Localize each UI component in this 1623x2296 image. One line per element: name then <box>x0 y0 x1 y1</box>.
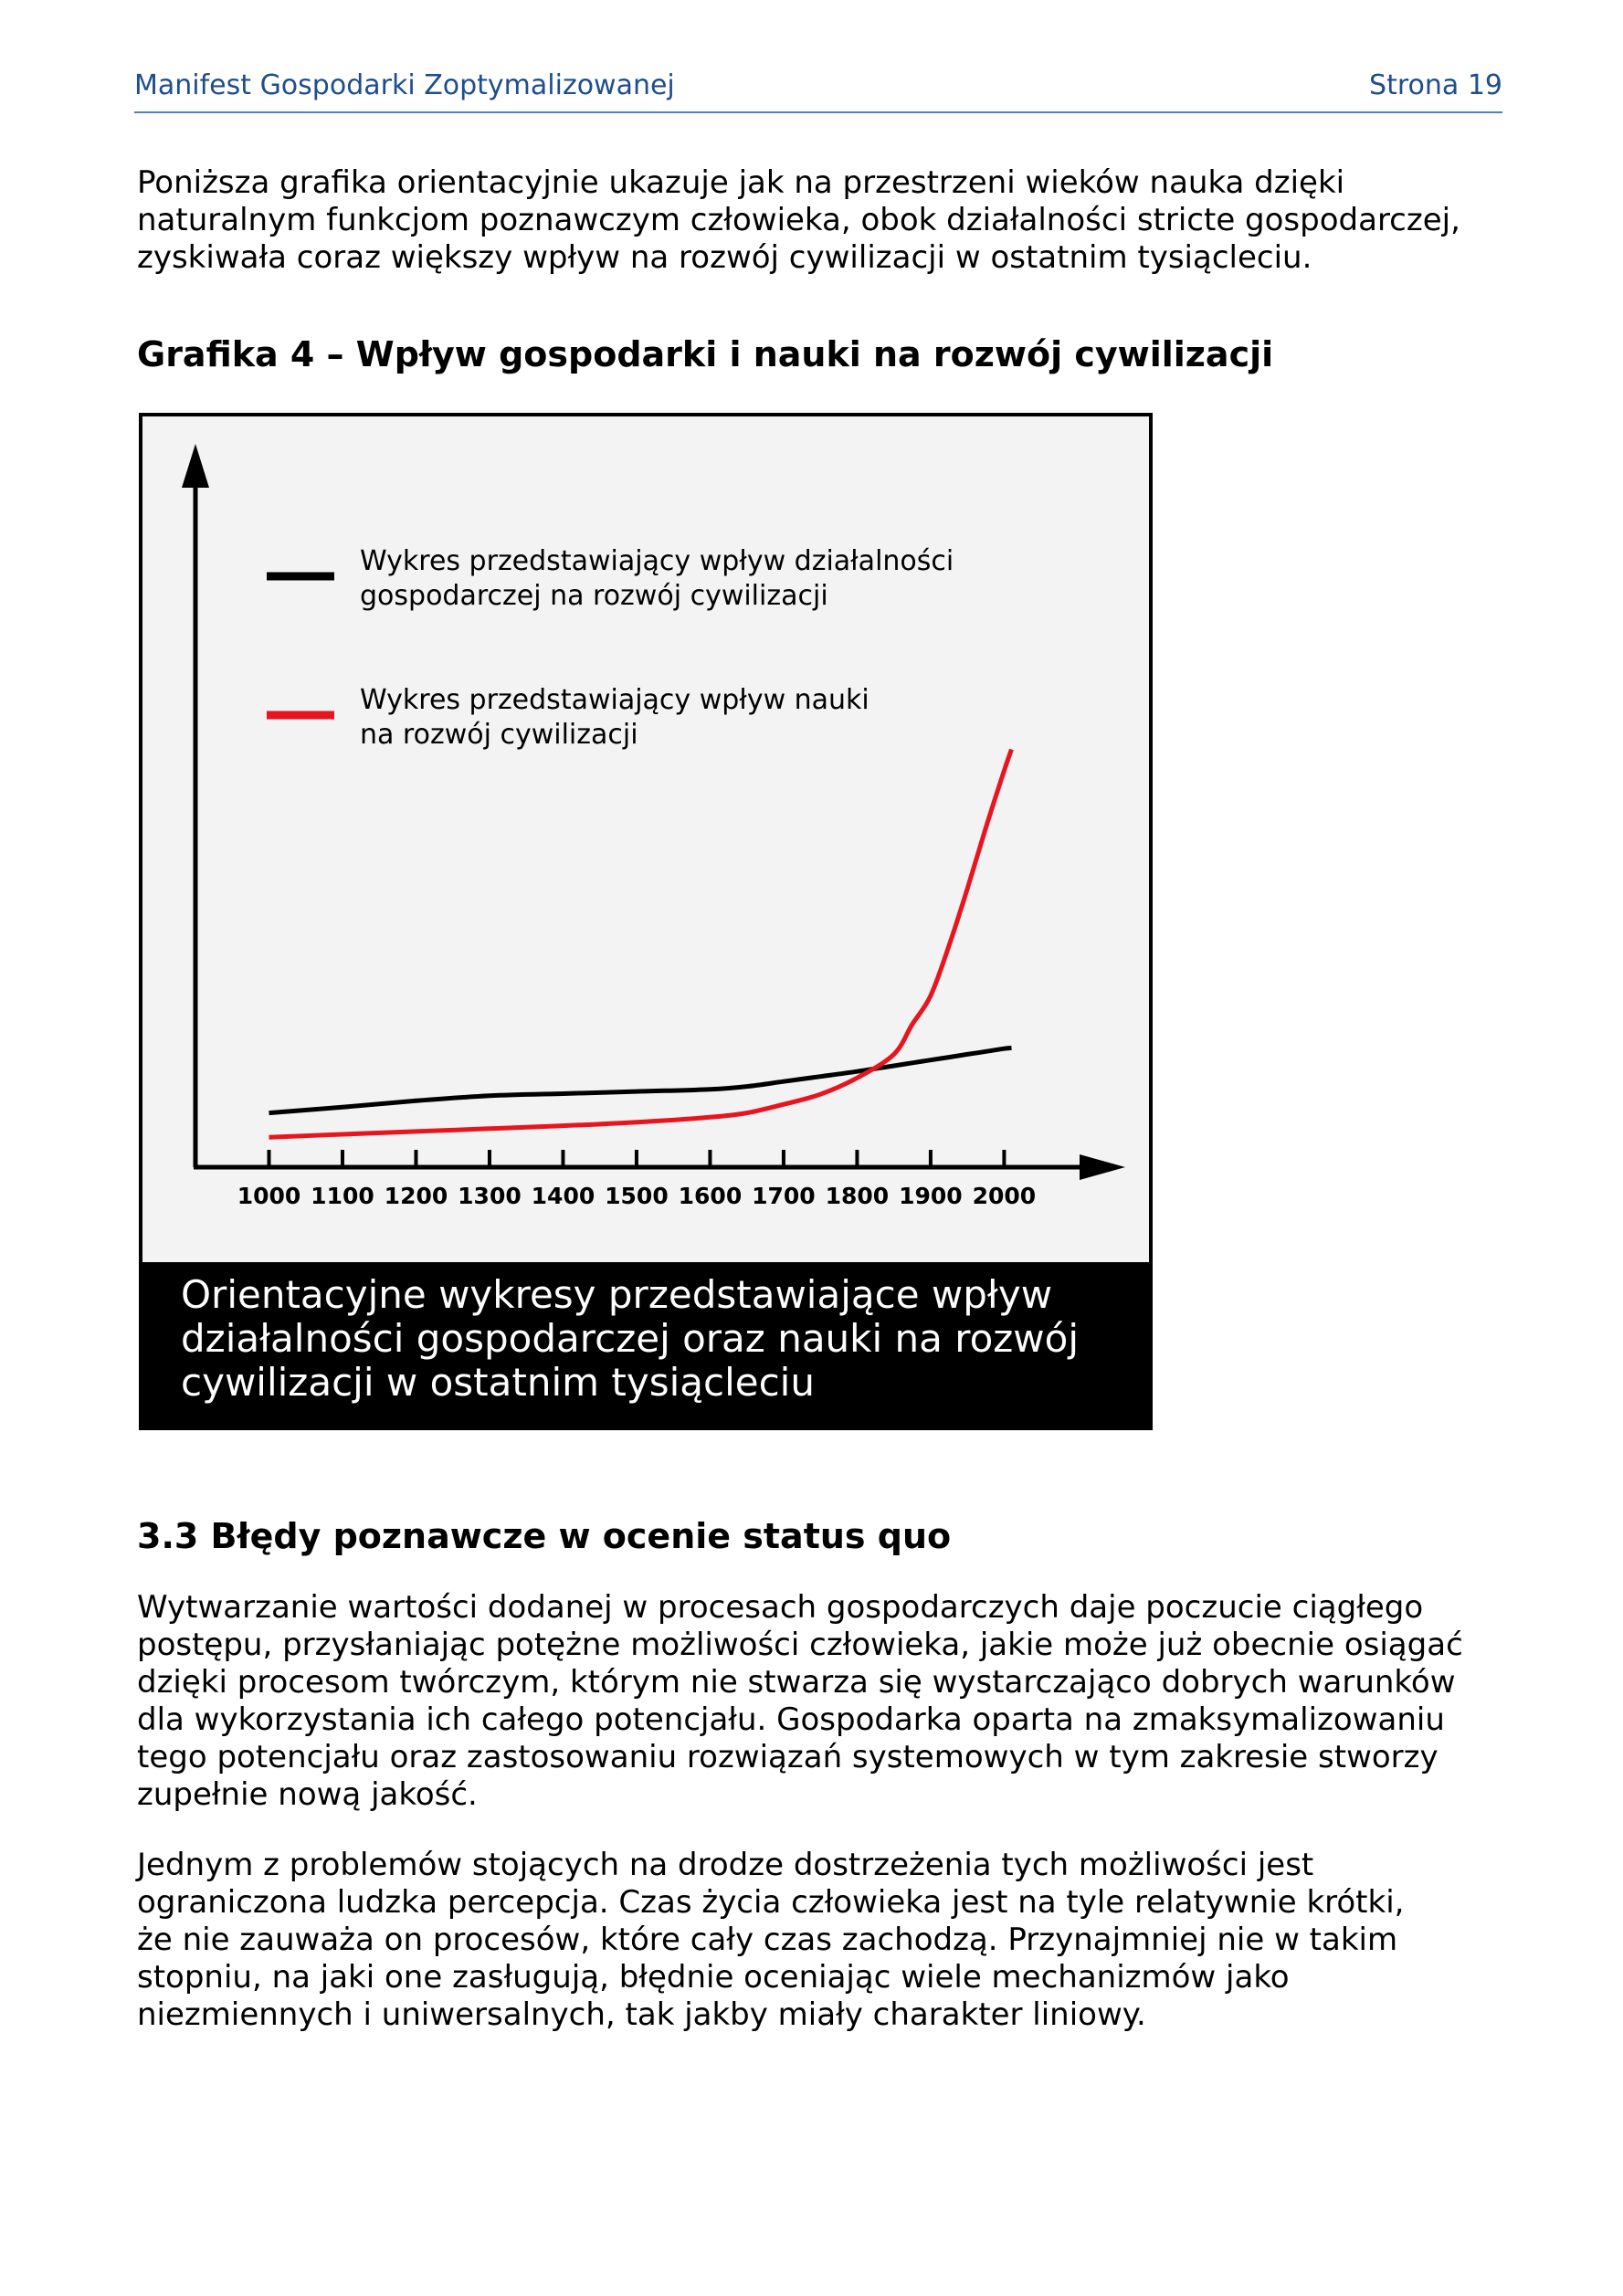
page-number: Strona 19 <box>1369 69 1502 101</box>
document-title: Manifest Gospodarki Zoptymalizowanej <box>134 69 675 101</box>
x-tick-label: 1000 <box>237 1183 301 1209</box>
x-tick-label: 1700 <box>752 1183 816 1209</box>
x-axis-arrow <box>1080 1154 1125 1180</box>
legend-label: na rozwój cywilizacji <box>360 719 638 751</box>
x-tick-label: 1800 <box>826 1183 890 1209</box>
x-tick-label: 1900 <box>899 1183 963 1209</box>
x-tick-label: 1400 <box>532 1183 595 1209</box>
intro-paragraph: Poniższa grafika orientacyjnie ukazuje j… <box>137 164 1460 276</box>
x-tick-label: 2000 <box>973 1183 1037 1209</box>
paragraph-2: Wytwarzanie wartości dodanej w procesach… <box>137 1589 1463 1813</box>
paragraph-3: Jednym z problemów stojących na drodze d… <box>137 1847 1405 2033</box>
x-tick-label: 1200 <box>385 1183 448 1209</box>
section-heading: 3.3 Błędy poznawcze w ocenie status quo <box>137 1516 952 1556</box>
x-tick-label: 1300 <box>458 1183 522 1209</box>
economy-series-line <box>269 1045 1012 1116</box>
chart-figure: 1000 1100 1200 1300 1400 1500 1600 1700 1800 1900… <box>139 413 1153 1430</box>
legend-label: Wykres przedstawiający wpływ działalnośc… <box>360 545 954 577</box>
legend-label: gospodarczej na rozwój cywilizacji <box>360 580 828 612</box>
chart-caption: Orientacyjne wykresy przedstawiające wpł… <box>142 1262 1149 1427</box>
x-tick-label: 1500 <box>605 1183 669 1209</box>
legend-label: Wykres przedstawiający wpływ nauki <box>360 684 869 716</box>
x-tick-label: 1100 <box>311 1183 374 1209</box>
x-tick-label: 1600 <box>679 1183 743 1209</box>
science-series-line <box>269 748 1014 1140</box>
page-header: Manifest Gospodarki Zoptymalizowanej Str… <box>134 66 1502 113</box>
line-chart: 1000 1100 1200 1300 1400 1500 1600 1700 1800 1900… <box>182 444 1125 1209</box>
figure-title: Grafika 4 – Wpływ gospodarki i nauki na … <box>137 334 1274 374</box>
y-axis-arrow <box>182 444 209 488</box>
